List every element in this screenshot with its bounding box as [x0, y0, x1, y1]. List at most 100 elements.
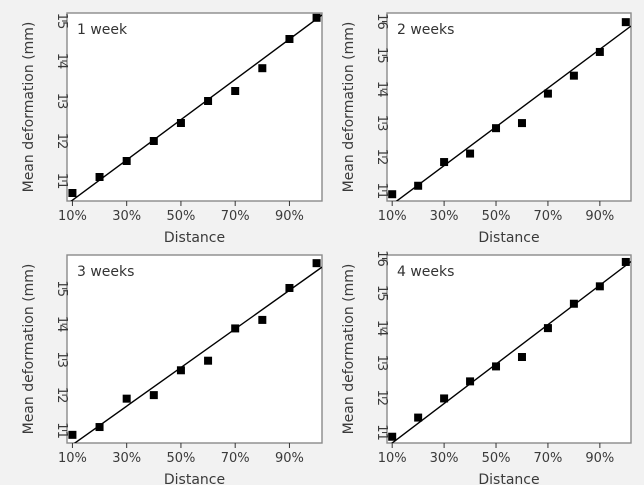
data-point [492, 362, 501, 371]
y-tick-label: 15 [374, 47, 389, 64]
x-tick-label: 10% [58, 209, 87, 224]
data-point [204, 356, 213, 365]
x-tick-label: 10% [378, 209, 407, 224]
y-tick-label: 13 [374, 115, 389, 132]
x-tick-label: 70% [221, 451, 250, 466]
x-tick-label: 50% [166, 209, 195, 224]
data-point [595, 47, 604, 56]
x-tick-label: 30% [112, 451, 141, 466]
data-point [388, 432, 397, 441]
x-axis-label: Distance [478, 230, 539, 246]
x-tick-label: 90% [585, 209, 614, 224]
panel-4: 10% 30% 50% 70% 90% 11 12 13 14 15 16 Distance Mean … [341, 250, 632, 485]
panel-title: 4 weeks [397, 264, 454, 280]
x-axis-label: Distance [478, 472, 539, 485]
data-point [285, 35, 294, 43]
y-tick-label: 16 [374, 250, 389, 267]
y-tick-label: 12 [374, 149, 389, 166]
x-tick-label: 50% [166, 451, 195, 466]
x-tick-label: 70% [533, 451, 562, 466]
y-tick-label: 14 [54, 316, 69, 333]
y-tick-label: 14 [374, 81, 389, 98]
x-tick-label: 30% [430, 209, 459, 224]
x-tick-label: 30% [430, 451, 459, 466]
data-point [285, 283, 294, 292]
x-axis-label: Distance [164, 230, 225, 246]
data-point [231, 324, 240, 333]
data-point [95, 423, 104, 432]
panel-title: 1 week [77, 22, 128, 38]
data-point [312, 259, 321, 268]
x-tick-label: 10% [58, 451, 87, 466]
data-point [388, 190, 397, 199]
data-point [543, 324, 552, 333]
y-tick-label: 11 [374, 424, 389, 441]
x-tick-label: 90% [275, 451, 304, 466]
data-point [176, 119, 185, 127]
y-tick-label: 11 [54, 173, 69, 190]
x-tick-label: 70% [221, 209, 250, 224]
data-point [258, 64, 267, 73]
data-point [466, 377, 475, 386]
data-point [492, 124, 501, 133]
y-tick-label: 15 [54, 280, 69, 297]
y-tick-label: 13 [54, 93, 69, 110]
data-point [543, 89, 552, 98]
data-point [517, 119, 526, 128]
data-point [595, 282, 604, 291]
y-tick-label: 13 [374, 355, 389, 372]
data-point [440, 394, 449, 403]
fit-line [395, 25, 631, 201]
y-tick-label: 12 [54, 387, 69, 404]
x-tick-label: 90% [585, 451, 614, 466]
y-tick-label: 13 [54, 351, 69, 368]
y-tick-label: 14 [374, 320, 389, 337]
data-point [312, 13, 321, 22]
y-tick-label: 16 [374, 13, 389, 30]
fit-line [73, 266, 322, 443]
data-point [414, 181, 423, 190]
y-axis-label: Mean deformation (mm) [341, 264, 357, 435]
y-tick-label: 14 [54, 53, 69, 70]
data-point [414, 413, 423, 422]
plot-area [386, 254, 632, 444]
fit-line [391, 260, 631, 443]
x-tick-label: 30% [112, 209, 141, 224]
data-point [466, 149, 475, 158]
data-point [621, 18, 630, 27]
y-tick-label: 12 [374, 389, 389, 406]
x-tick-label: 50% [482, 451, 511, 466]
y-axis-label: Mean deformation (mm) [21, 264, 37, 435]
x-tick-label: 50% [482, 209, 511, 224]
y-tick-label: 12 [54, 133, 69, 150]
x-tick-label: 90% [275, 209, 304, 224]
x-tick-label: 70% [533, 209, 562, 224]
data-point [569, 299, 578, 308]
plot-area [66, 254, 323, 444]
x-tick-label: 10% [378, 451, 407, 466]
data-point [440, 158, 449, 167]
plot-area [386, 12, 632, 202]
data-point [176, 366, 185, 375]
data-point [258, 315, 267, 324]
data-point [231, 87, 240, 95]
data-point [149, 137, 158, 145]
data-point [517, 353, 526, 362]
data-point [68, 430, 77, 439]
panel-title: 2 weeks [397, 22, 454, 38]
panel-1: 10% 30% 50% 70% 90% 11 12 13 14 15 Distance Mean de… [21, 12, 323, 246]
data-point [68, 189, 77, 197]
y-axis-label: Mean deformation (mm) [21, 22, 37, 193]
data-point [122, 394, 131, 403]
panel-title: 3 weeks [77, 264, 134, 280]
data-point [149, 391, 158, 400]
data-point [95, 173, 104, 181]
data-point [569, 71, 578, 80]
data-point [122, 157, 131, 165]
data-point [204, 97, 213, 105]
plot-area [66, 12, 323, 202]
fit-line [70, 14, 322, 201]
y-tick-label: 11 [374, 183, 389, 200]
x-axis-label: Distance [164, 472, 225, 485]
